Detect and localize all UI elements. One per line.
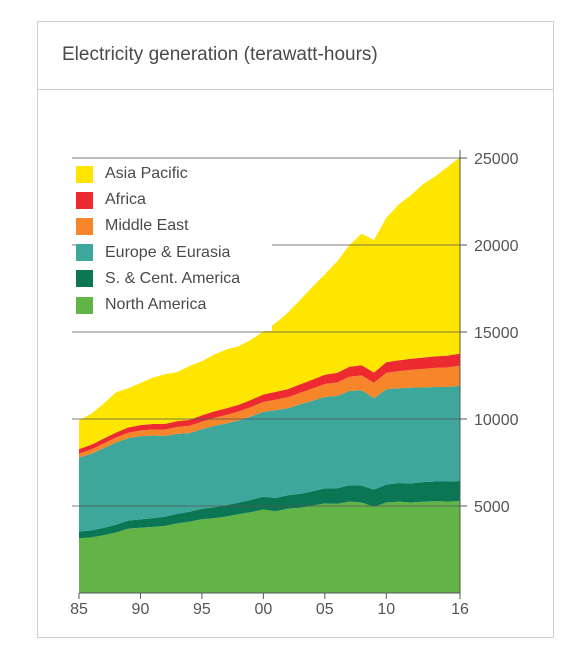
gridline-layer [72, 157, 460, 507]
legend-swatch-middle_east [76, 217, 93, 235]
legend-swatch-europe_eurasia [76, 244, 93, 262]
area-europe_eurasia [79, 385, 460, 532]
x-tick-label-2005: 05 [316, 601, 334, 618]
legend: Asia Pacific Africa Middle East Europe & Eu… [76, 163, 272, 331]
y-tick-label-15000: 15000 [474, 325, 519, 342]
legend-swatch-s_cent_america [76, 270, 93, 288]
legend-swatch-north_america [76, 296, 93, 314]
area-north_america [79, 501, 460, 593]
legend-label-europe_eurasia: Europe & Eurasia [105, 243, 231, 261]
legend-label-s_cent_america: S. & Cent. America [105, 269, 241, 287]
legend-label-middle_east: Middle East [105, 217, 189, 235]
panel-header: Electricity generation (terawatt-hours) [38, 22, 553, 90]
x-tick-label-1995: 95 [193, 601, 211, 618]
x-tick-label-2000: 00 [254, 601, 272, 618]
legend-label-asia_pacific: Asia Pacific [105, 165, 188, 182]
legend-item-north_america: North America [76, 294, 206, 316]
legend-item-europe_eurasia: Europe & Eurasia [76, 242, 230, 264]
x-tick-label-2016: 16 [451, 601, 469, 618]
area-middle_east [79, 365, 460, 458]
y-tick-label-20000: 20000 [474, 238, 519, 255]
x-tick-label-1990: 90 [132, 601, 150, 618]
legend-item-asia_pacific: Asia Pacific [76, 163, 188, 185]
y-tick-label-5000: 5000 [474, 499, 510, 516]
area-s_cent_america [79, 480, 460, 539]
y-tick-label-10000: 10000 [474, 412, 519, 429]
legend-swatch-africa [76, 191, 93, 209]
legend-label-north_america: North America [105, 296, 207, 313]
area-layer [79, 157, 460, 593]
legend-item-s_cent_america: S. & Cent. America [76, 268, 240, 290]
x-tick-label-1985: 85 [70, 601, 88, 618]
x-tick-label-2010: 10 [377, 601, 395, 618]
legend-label-africa: Africa [105, 191, 146, 209]
legend-swatch-asia_pacific [76, 165, 93, 183]
chart-title: Electricity generation (terawatt-hours) [62, 44, 378, 65]
legend-item-middle_east: Middle East [76, 215, 189, 237]
area-africa [79, 353, 460, 454]
y-tick-label-25000: 25000 [474, 151, 519, 168]
axis-layer: 5000 10000 15000 20000 25000 85 90 95 00 05 10 16 [70, 150, 519, 618]
legend-item-africa: Africa [76, 189, 146, 211]
area-asia_pacific [79, 157, 460, 450]
